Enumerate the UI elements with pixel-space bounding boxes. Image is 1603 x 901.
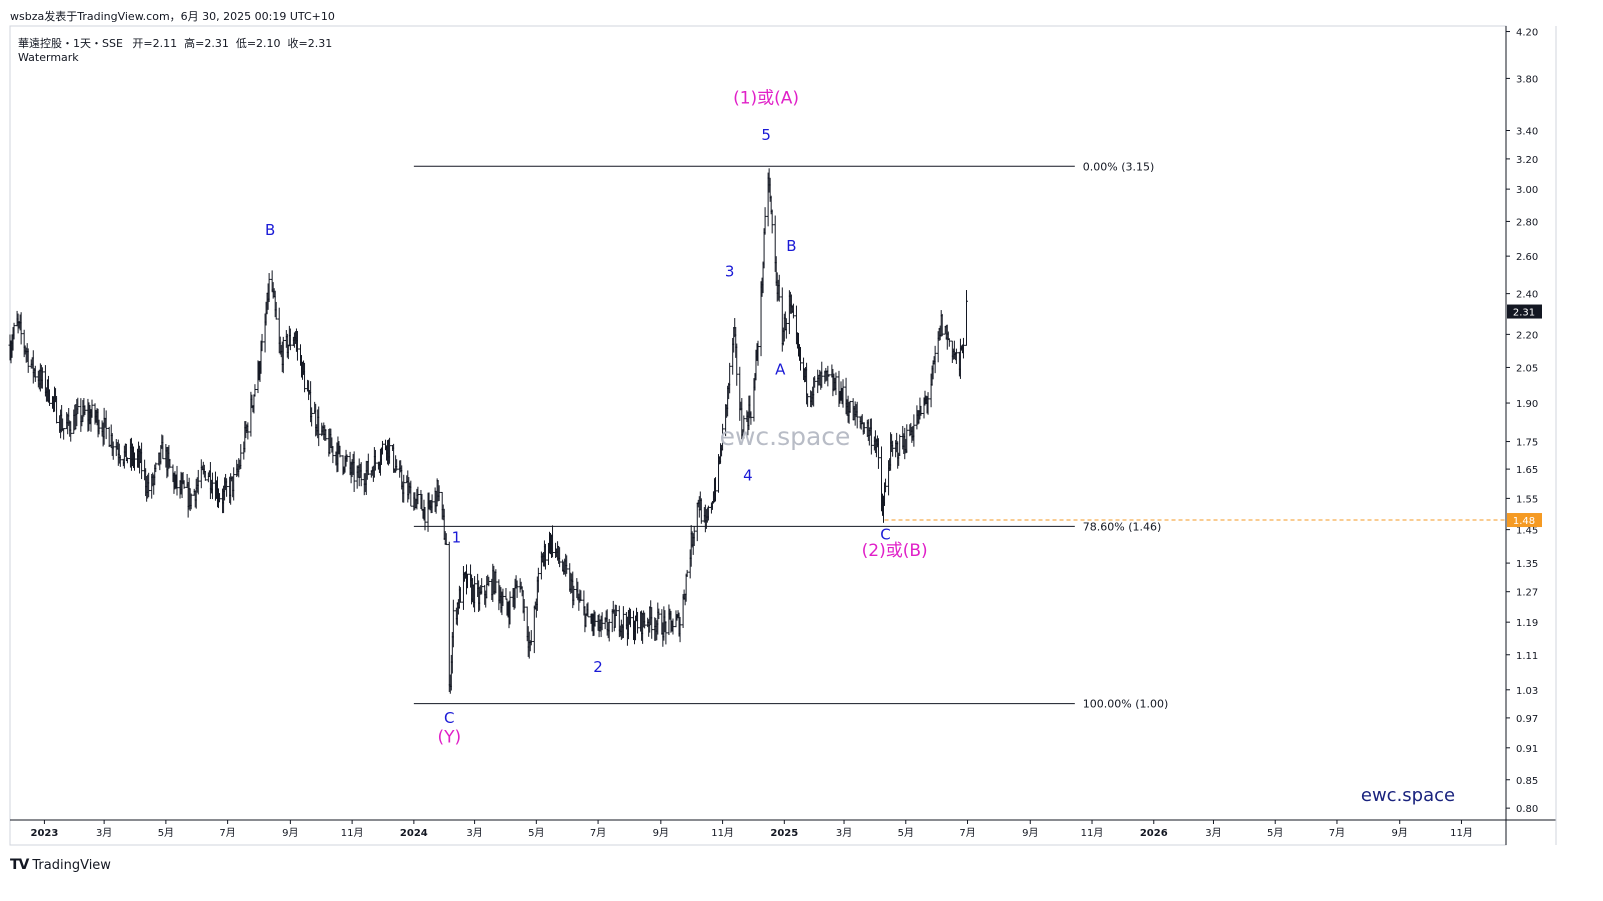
x-tick-label: 9月 [1022, 827, 1038, 839]
x-tick-label: 7月 [959, 827, 975, 839]
y-tick-label: 3.80 [1516, 74, 1538, 85]
wave-label: B [786, 237, 796, 255]
candle-series [8, 168, 969, 694]
y-tick-label: 2.05 [1516, 363, 1538, 374]
last-price-badge-bg [1507, 304, 1542, 319]
wave-label: C [444, 709, 454, 727]
symbol-info[interactable]: 華遠控股・1天・SSE 开=2.11 高=2.31 低=2.10 收=2.31 [18, 35, 332, 51]
y-tick-label: 0.85 [1516, 776, 1538, 787]
price-axis: 4.20 3.80 3.40 3.20 3.00 2.80 2.60 2.40 2.20 2.05… [1506, 28, 1542, 815]
y-tick-label: 1.55 [1516, 494, 1538, 505]
y-tick-label: 1.03 [1516, 686, 1538, 697]
wave-label: 5 [761, 126, 771, 144]
y-tick-label: 3.20 [1516, 155, 1538, 166]
level-price-badge: 1.48 [1513, 516, 1535, 527]
wave-label: C [880, 525, 890, 543]
y-tick-label: 1.35 [1516, 559, 1538, 570]
y-tick-label: 1.45 [1516, 526, 1538, 537]
x-tick-label: 3月 [836, 827, 852, 839]
y-tick-label: 1.27 [1516, 588, 1538, 599]
y-tick-label: 4.20 [1516, 28, 1538, 39]
x-tick-label: 2026 [1140, 828, 1168, 839]
x-tick-label: 11月 [711, 827, 734, 839]
time-axis: 2023 3月 5月 7月 9月 11月 2024 3月 5月 7月 9月 11月 2025 3月 5月 7月… [30, 820, 1473, 839]
y-tick-label: 0.97 [1516, 714, 1538, 725]
x-tick-label: 11月 [1450, 827, 1473, 839]
tradingview-logo-icon: TV [10, 857, 29, 873]
y-tick-label: 1.75 [1516, 438, 1538, 449]
ohlc-values: 开=2.11 高=2.31 低=2.10 收=2.31 [132, 37, 333, 50]
x-tick-label: 11月 [341, 827, 364, 839]
fib-level-label: 100.00% (1.00) [1083, 698, 1169, 711]
y-tick-label: 2.20 [1516, 330, 1538, 341]
y-tick-label: 0.91 [1516, 744, 1538, 755]
y-tick-label: 3.00 [1516, 185, 1538, 196]
chart-watermark: ewc.space [720, 422, 851, 451]
publish-line: wsbza发表于TradingView.com，6月 30, 2025 00:1… [10, 10, 335, 23]
tradingview-brand-label: TradingView [32, 858, 111, 873]
wave-label: B [265, 221, 275, 239]
fib-retracement: 0.00% (3.15) 78.60% (1.46) 100.00% (1.00) [413, 160, 1169, 711]
x-tick-label: 9月 [1392, 827, 1408, 839]
wave-label: 3 [725, 262, 735, 280]
wave-label: (2)或(B) [862, 541, 928, 561]
x-tick-label: 3月 [466, 827, 482, 839]
last-price-badge: 2.31 [1513, 308, 1535, 319]
x-tick-label: 5月 [528, 827, 544, 839]
watermark-label: Watermark [18, 51, 79, 64]
x-tick-label: 7月 [219, 827, 235, 839]
y-tick-label: 0.80 [1516, 804, 1538, 815]
wave-label: A [775, 360, 786, 378]
wave-label: 2 [593, 658, 603, 676]
wave-label: (Y) [437, 728, 461, 748]
y-tick-label: 1.19 [1516, 618, 1538, 629]
wave-labels: BC(Y)12345(1)或(A)ABC(2)或(B)ewc.spaceewc.… [265, 89, 1455, 806]
x-tick-label: 7月 [590, 827, 606, 839]
y-tick-label: 1.11 [1516, 651, 1538, 662]
x-tick-label: 5月 [898, 827, 914, 839]
y-tick-label: 2.80 [1516, 217, 1538, 228]
x-tick-label: 3月 [1205, 827, 1221, 839]
wave-label: 4 [743, 467, 753, 485]
x-tick-label: 11月 [1081, 827, 1104, 839]
x-tick-label: 7月 [1329, 827, 1345, 839]
x-tick-label: 5月 [1267, 827, 1283, 839]
level-price-badge-bg [1507, 513, 1542, 528]
wave-label: 1 [452, 529, 462, 547]
x-tick-label: 3月 [96, 827, 112, 839]
y-tick-label: 1.90 [1516, 399, 1538, 410]
x-tick-label: 2023 [30, 828, 58, 839]
y-tick-label: 2.40 [1516, 290, 1538, 301]
x-tick-label: 2024 [400, 828, 428, 839]
y-tick-label: 1.65 [1516, 465, 1538, 476]
fib-level-label: 78.60% (1.46) [1083, 520, 1162, 533]
x-tick-label: 2025 [770, 828, 798, 839]
x-tick-label: 9月 [653, 827, 669, 839]
x-tick-label: 5月 [158, 827, 174, 839]
symbol-name[interactable]: 華遠控股・1天・SSE [18, 37, 123, 50]
tradingview-brand[interactable]: TV TradingView [10, 857, 111, 873]
y-tick-label: 3.40 [1516, 127, 1538, 138]
wave-label: (1)或(A) [733, 89, 799, 109]
x-tick-label: 9月 [282, 827, 298, 839]
chart-frame [9, 25, 1557, 846]
brand-watermark: ewc.space [1361, 785, 1455, 806]
y-tick-label: 2.60 [1516, 252, 1538, 263]
fib-level-label: 0.00% (3.15) [1083, 160, 1155, 173]
